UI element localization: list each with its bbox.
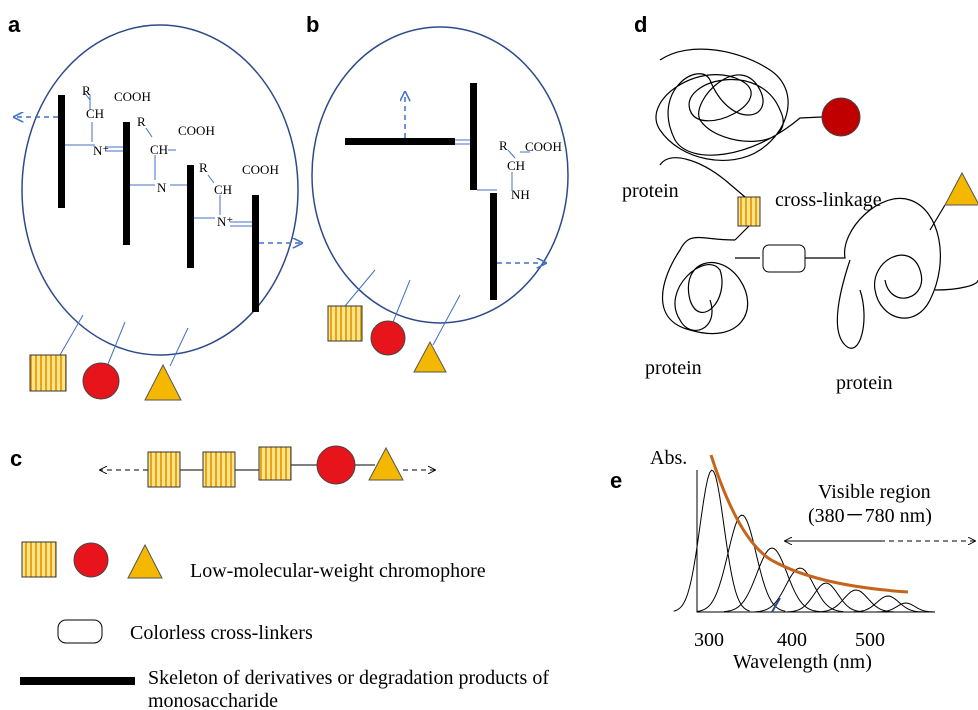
panel-d: protein cross-linkage protein protein: [622, 48, 978, 394]
chem-label: N⁺: [93, 143, 109, 158]
panel-label: d: [634, 12, 647, 37]
chem-label: COOH: [114, 89, 151, 104]
absorption-peak: [673, 469, 750, 612]
absorption-peak: [755, 567, 844, 613]
chem-label: COOH: [242, 162, 279, 177]
chem-label: N⁺: [217, 214, 233, 229]
chem-label: CH: [507, 158, 525, 173]
chem-label: CH: [214, 182, 232, 197]
absorption-peak: [723, 547, 821, 613]
panel-label: c: [10, 446, 22, 471]
panel-e: Abs. Visible region (380－780 nm) 300 400…: [650, 447, 975, 673]
panel-a: R CH COOH N⁺ R CH COOH N R CH COOH N⁺: [14, 24, 302, 401]
annotation: (380－780 nm): [808, 505, 932, 527]
absorption-peak: [787, 582, 864, 613]
legend-text: Low-molecular-weight chromophore: [190, 560, 486, 582]
tick-label: 400: [777, 629, 807, 651]
chem-label: COOH: [525, 139, 562, 154]
panel-b: R COOH CH NH: [311, 26, 569, 373]
chem-label: R: [137, 114, 146, 129]
legend-text: Skeleton of derivatives or degradation p…: [148, 667, 549, 689]
panel-label: a: [8, 12, 21, 37]
absorption-peak: [697, 514, 786, 612]
axis-label: Abs.: [650, 447, 687, 469]
panel-label: e: [610, 468, 622, 493]
chem-label: CH: [150, 142, 168, 157]
absorption-peak: [817, 589, 894, 613]
panel-label: b: [306, 12, 319, 37]
chem-label: N: [157, 180, 167, 195]
legend: Low-molecular-weight chromophore Colorle…: [20, 541, 549, 710]
node-label: protein: [836, 372, 893, 394]
chem-label: R: [499, 138, 508, 153]
chem-label: COOH: [178, 123, 215, 138]
chem-label: CH: [86, 106, 104, 121]
annotation: Visible region: [818, 481, 931, 503]
legend-text: monosaccharide: [148, 690, 278, 710]
tick-label: 500: [855, 629, 885, 651]
node-label: cross-linkage: [775, 189, 882, 211]
legend-text: Colorless cross-linkers: [130, 622, 313, 644]
panel-c: [100, 445, 435, 488]
chem-label: R: [82, 83, 91, 98]
tick-label: 300: [694, 629, 724, 651]
chem-label: R: [199, 160, 208, 175]
node-label: protein: [622, 180, 679, 202]
chem-label: NH: [511, 187, 530, 202]
node-label: protein: [645, 357, 702, 379]
axis-label: Wavelength (nm): [733, 651, 872, 673]
absorption-peak: [852, 595, 923, 613]
